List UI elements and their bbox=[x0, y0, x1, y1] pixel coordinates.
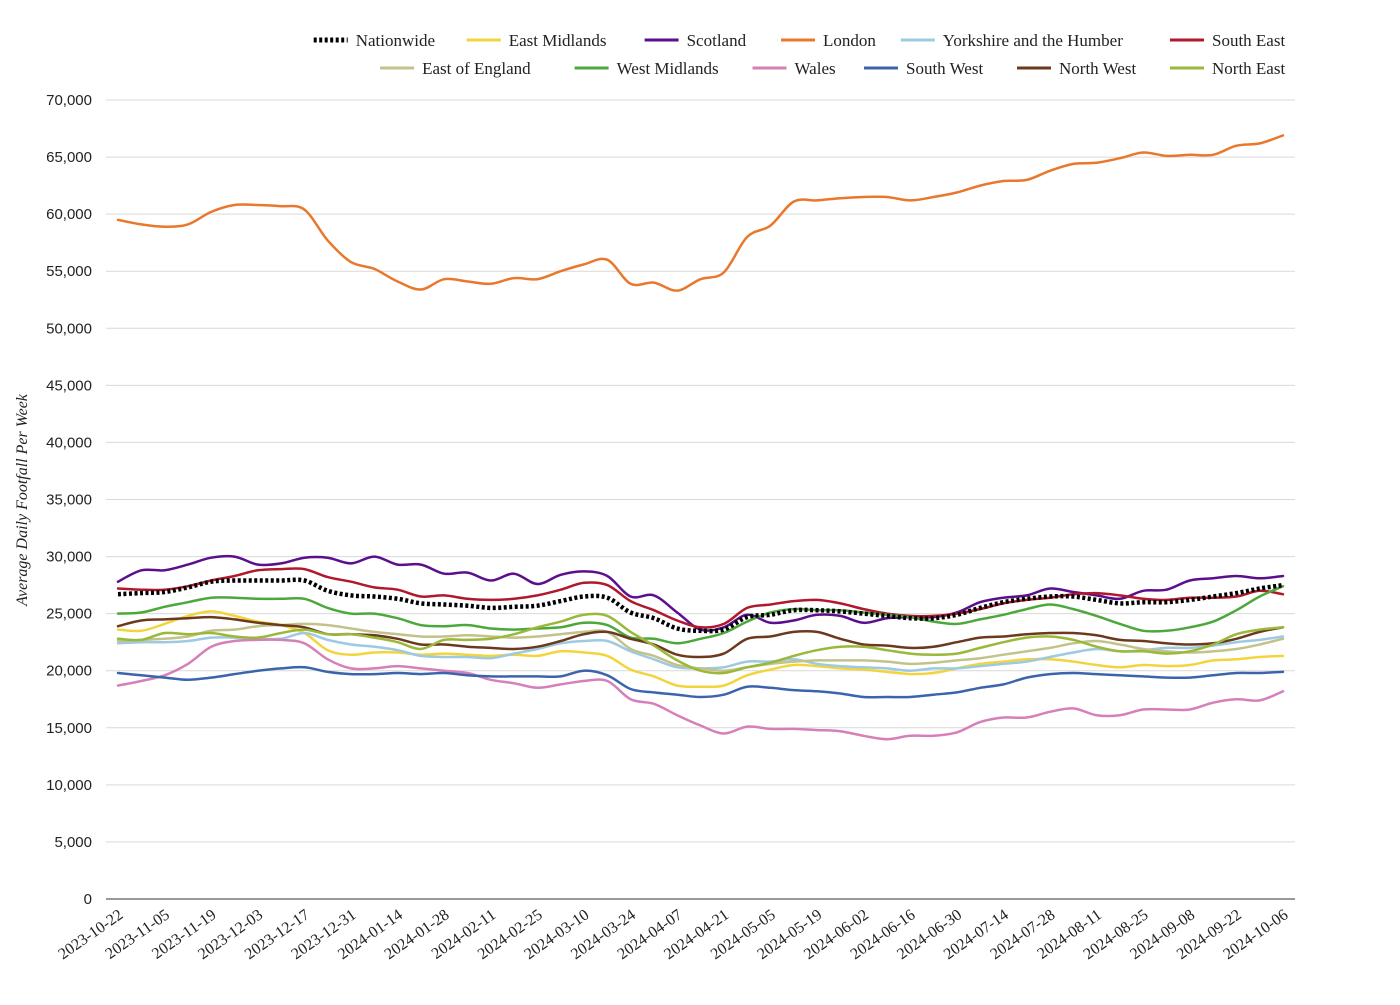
y-tick-label: 25,000 bbox=[46, 606, 92, 623]
y-tick-label: 15,000 bbox=[46, 720, 92, 737]
series-line-west-midlands bbox=[116, 584, 1285, 645]
legend-label-south-east: South East bbox=[1212, 31, 1285, 50]
series-line-south-west bbox=[116, 665, 1285, 699]
y-tick-label: 55,000 bbox=[46, 263, 92, 280]
y-tick-label: 20,000 bbox=[46, 663, 92, 680]
legend: Nationwide East Midlands Scotland London Yor… bbox=[313, 31, 1285, 78]
series-line-south-east bbox=[116, 567, 1285, 629]
series-line-london bbox=[116, 134, 1285, 292]
legend-label-north-west: North West bbox=[1059, 59, 1136, 78]
legend-label-scotland: Scotland bbox=[687, 31, 747, 50]
series-line-nationwide bbox=[117, 577, 1284, 634]
series-line-north-east bbox=[116, 612, 1285, 675]
series-line-wales bbox=[116, 638, 1285, 741]
y-tick-label: 60,000 bbox=[46, 206, 92, 223]
y-tick-label: 30,000 bbox=[46, 549, 92, 566]
y-tick-label: 70,000 bbox=[46, 92, 92, 109]
legend-label-yorkshire-and-the-humber: Yorkshire and the Humber bbox=[943, 31, 1123, 50]
series-lines bbox=[116, 134, 1285, 741]
y-tick-label: 10,000 bbox=[46, 777, 92, 794]
legend-label-east-midlands: East Midlands bbox=[509, 31, 607, 50]
legend-label-wales: Wales bbox=[795, 59, 836, 78]
legend-label-west-midlands: West Midlands bbox=[617, 59, 719, 78]
series-line-east-midlands bbox=[116, 610, 1285, 689]
legend-label-south-west: South West bbox=[906, 59, 983, 78]
y-tick-label: 0 bbox=[84, 891, 92, 908]
series-line-north-west bbox=[116, 615, 1285, 659]
gridlines bbox=[106, 99, 1295, 900]
y-tick-label: 45,000 bbox=[46, 377, 92, 394]
y-tick-label: 65,000 bbox=[46, 149, 92, 166]
y-tick-label: 50,000 bbox=[46, 320, 92, 337]
axes: 0 5,000 10,000 15,000 20,000 25,000 30,000 35,0… bbox=[46, 92, 1291, 963]
legend-label-east-of-england: East of England bbox=[422, 59, 531, 78]
y-tick-label: 40,000 bbox=[46, 434, 92, 451]
y-tick-label: 5,000 bbox=[54, 834, 92, 851]
y-tick-label: 35,000 bbox=[46, 492, 92, 509]
legend-label-north-east: North East bbox=[1212, 59, 1285, 78]
y-axis-title: Average Daily Footfall Per Week bbox=[14, 393, 31, 607]
series-line-east-of-england bbox=[116, 622, 1285, 672]
legend-label-london: London bbox=[823, 31, 876, 50]
legend-label-nationwide: Nationwide bbox=[356, 31, 435, 50]
